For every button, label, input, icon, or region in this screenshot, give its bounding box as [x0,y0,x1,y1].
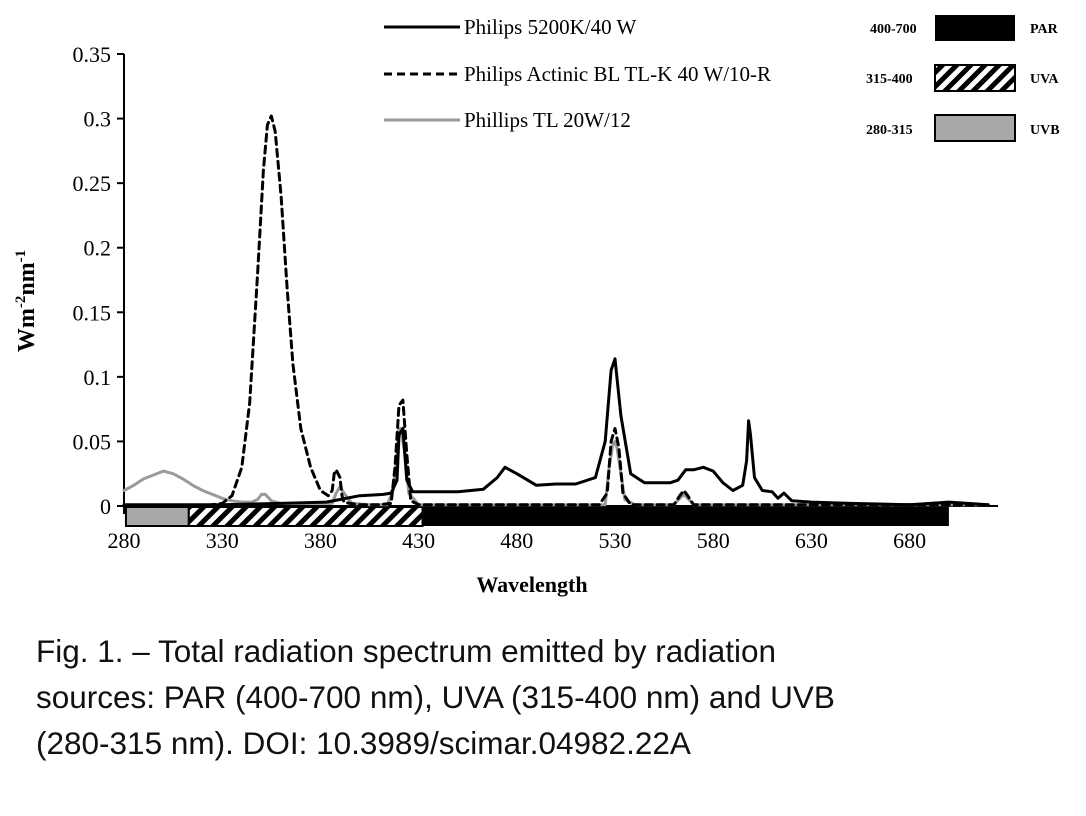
legend-label-actinic: Philips Actinic BL TL-K 40 W/10-R [464,62,771,86]
band-name-uva: UVA [1030,72,1059,87]
x-tick-label: 330 [206,528,239,553]
y-tick-label: 0.3 [84,107,112,132]
band-legend: 400-700 PAR 315-400 UVA 280-315 UVB [866,15,1060,142]
band-range-uvb: 280-315 [866,123,913,138]
legend-label-5200k: Philips 5200K/40 W [464,15,636,39]
x-tick-label: 630 [795,528,828,553]
x-tick-label: 380 [304,528,337,553]
y-ticks: 0 0.05 0.1 0.15 0.2 0.25 0.3 0.35 [73,42,124,519]
figure-caption: Fig. 1. – Total radiation spectrum emitt… [36,628,1056,766]
series-line-tl20 [122,427,990,507]
band-range-uva: 315-400 [866,72,913,87]
x-tick-label: 530 [599,528,632,553]
x-tick-label: 680 [893,528,926,553]
series-line-actinic [122,114,990,508]
x-tick-label: 480 [500,528,533,553]
y-tick-label: 0.35 [73,42,112,67]
x-tick-label: 280 [108,528,141,553]
legend-label-tl20: Phillips TL 20W/12 [464,108,631,132]
series-legend: Philips 5200K/40 W Philips Actinic BL TL… [384,15,771,132]
caption-line-2: sources: PAR (400-700 nm), UVA (315-400 … [36,679,835,715]
x-tick-label: 430 [402,528,435,553]
y-tick-label: 0.05 [73,429,112,454]
band-bar-uva [187,506,424,527]
caption-line-3: (280-315 nm). DOI: 10.3989/scimar.04982.… [36,725,691,761]
band-bar-uvb [124,506,190,527]
series-line-5200k [122,357,990,507]
series-lines [122,114,990,508]
y-tick-label: 0 [100,494,111,519]
y-tick-label: 0.2 [84,236,112,261]
band-swatch-par [935,15,1015,41]
band-name-par: PAR [1030,22,1059,37]
y-tick-label: 0.15 [73,300,112,325]
band-swatch-uva [934,64,1016,92]
caption-line-1: Fig. 1. – Total radiation spectrum emitt… [36,633,777,669]
x-tick-label: 580 [697,528,730,553]
spectral-bands [124,506,949,527]
x-axis-label: Wavelength [476,572,587,597]
band-name-uvb: UVB [1030,123,1060,138]
band-range-par: 400-700 [870,22,917,37]
y-tick-label: 0.1 [84,365,112,390]
spectrum-chart: 0 0.05 0.1 0.15 0.2 0.25 0.3 0.35 280 330 380 430 4… [13,15,1060,597]
band-bar-par [422,507,949,526]
band-swatch-uvb [934,114,1016,142]
y-axis-label: Wm-2nm-1 [13,250,40,352]
y-tick-label: 0.25 [73,171,112,196]
